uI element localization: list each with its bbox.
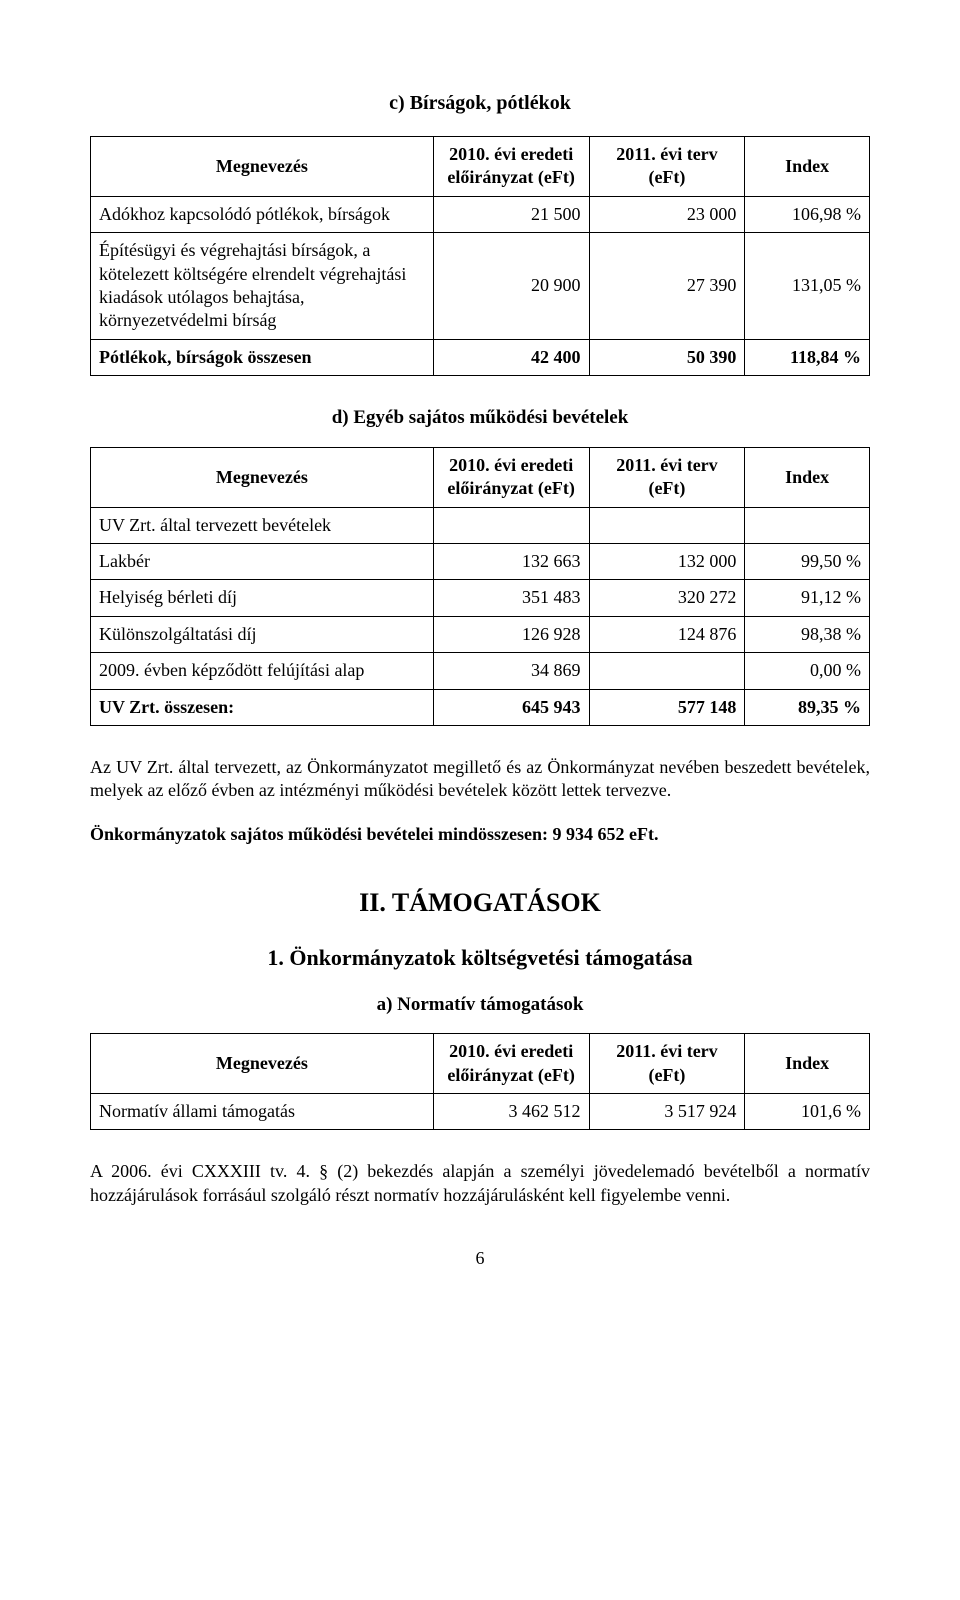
cell-v1: 3 462 512 bbox=[433, 1093, 589, 1129]
th-name: Megnevezés bbox=[91, 137, 434, 197]
paragraph-2: Önkormányzatok sajátos működési bevétele… bbox=[90, 823, 870, 846]
cell-idx bbox=[745, 507, 870, 543]
cell-name: UV Zrt. összesen: bbox=[91, 689, 434, 725]
cell-name: Adókhoz kapcsolódó pótlékok, bírságok bbox=[91, 196, 434, 232]
cell-idx: 118,84 % bbox=[745, 339, 870, 375]
cell-v2: 124 876 bbox=[589, 616, 745, 652]
table-row: Helyiség bérleti díj 351 483 320 272 91,… bbox=[91, 580, 870, 616]
cell-v2 bbox=[589, 653, 745, 689]
heading-d: d) Egyéb sajátos működési bevételek bbox=[90, 406, 870, 431]
cell-name: Pótlékok, bírságok összesen bbox=[91, 339, 434, 375]
table-d: Megnevezés 2010. évi eredeti előirányzat… bbox=[90, 447, 870, 726]
cell-v2: 320 272 bbox=[589, 580, 745, 616]
cell-idx: 98,38 % bbox=[745, 616, 870, 652]
cell-idx: 106,98 % bbox=[745, 196, 870, 232]
cell-idx: 0,00 % bbox=[745, 653, 870, 689]
th-name: Megnevezés bbox=[91, 447, 434, 507]
table-row: Különszolgáltatási díj 126 928 124 876 9… bbox=[91, 616, 870, 652]
cell-idx: 91,12 % bbox=[745, 580, 870, 616]
heading-II-1-a: a) Normatív támogatások bbox=[90, 993, 870, 1018]
cell-name: Különszolgáltatási díj bbox=[91, 616, 434, 652]
th-col4: Index bbox=[745, 1034, 870, 1094]
table-row: UV Zrt. által tervezett bevételek bbox=[91, 507, 870, 543]
table-row: Pótlékok, bírságok összesen 42 400 50 39… bbox=[91, 339, 870, 375]
paragraph-3: A 2006. évi CXXXIII tv. 4. § (2) bekezdé… bbox=[90, 1160, 870, 1207]
cell-v2: 3 517 924 bbox=[589, 1093, 745, 1129]
cell-name: Lakbér bbox=[91, 543, 434, 579]
th-col3: 2011. évi terv (eFt) bbox=[589, 1034, 745, 1094]
cell-v1 bbox=[433, 507, 589, 543]
cell-v1: 645 943 bbox=[433, 689, 589, 725]
table-c: Megnevezés 2010. évi eredeti előirányzat… bbox=[90, 136, 870, 376]
cell-v2: 50 390 bbox=[589, 339, 745, 375]
th-col3: 2011. évi terv (eFt) bbox=[589, 447, 745, 507]
th-col4: Index bbox=[745, 447, 870, 507]
th-name: Megnevezés bbox=[91, 1034, 434, 1094]
table-row: UV Zrt. összesen: 645 943 577 148 89,35 … bbox=[91, 689, 870, 725]
cell-v2 bbox=[589, 507, 745, 543]
cell-name: Normatív állami támogatás bbox=[91, 1093, 434, 1129]
cell-v1: 351 483 bbox=[433, 580, 589, 616]
cell-v2: 577 148 bbox=[589, 689, 745, 725]
cell-idx: 99,50 % bbox=[745, 543, 870, 579]
table-row: Normatív állami támogatás 3 462 512 3 51… bbox=[91, 1093, 870, 1129]
cell-v1: 132 663 bbox=[433, 543, 589, 579]
paragraph-1: Az UV Zrt. által tervezett, az Önkormány… bbox=[90, 756, 870, 803]
th-col4: Index bbox=[745, 137, 870, 197]
table-row: Adókhoz kapcsolódó pótlékok, bírságok 21… bbox=[91, 196, 870, 232]
heading-c: c) Bírságok, pótlékok bbox=[90, 90, 870, 116]
cell-v1: 34 869 bbox=[433, 653, 589, 689]
th-col3: 2011. évi terv (eFt) bbox=[589, 137, 745, 197]
table-a: Megnevezés 2010. évi eredeti előirányzat… bbox=[90, 1033, 870, 1130]
cell-idx: 101,6 % bbox=[745, 1093, 870, 1129]
cell-name: Építésügyi és végrehajtási bírságok, a k… bbox=[91, 233, 434, 340]
cell-v1: 21 500 bbox=[433, 196, 589, 232]
th-col2: 2010. évi eredeti előirányzat (eFt) bbox=[433, 447, 589, 507]
cell-v2: 132 000 bbox=[589, 543, 745, 579]
cell-v1: 126 928 bbox=[433, 616, 589, 652]
th-col2: 2010. évi eredeti előirányzat (eFt) bbox=[433, 137, 589, 197]
heading-II: II. TÁMOGATÁSOK bbox=[90, 886, 870, 920]
cell-name: UV Zrt. által tervezett bevételek bbox=[91, 507, 434, 543]
table-row: 2009. évben képződött felújítási alap 34… bbox=[91, 653, 870, 689]
page-number: 6 bbox=[90, 1247, 870, 1270]
heading-II-1: 1. Önkormányzatok költségvetési támogatá… bbox=[90, 944, 870, 973]
cell-idx: 89,35 % bbox=[745, 689, 870, 725]
cell-idx: 131,05 % bbox=[745, 233, 870, 340]
cell-v1: 20 900 bbox=[433, 233, 589, 340]
th-col2: 2010. évi eredeti előirányzat (eFt) bbox=[433, 1034, 589, 1094]
table-row: Lakbér 132 663 132 000 99,50 % bbox=[91, 543, 870, 579]
cell-v2: 27 390 bbox=[589, 233, 745, 340]
table-row: Építésügyi és végrehajtási bírságok, a k… bbox=[91, 233, 870, 340]
cell-v1: 42 400 bbox=[433, 339, 589, 375]
cell-name: Helyiség bérleti díj bbox=[91, 580, 434, 616]
cell-v2: 23 000 bbox=[589, 196, 745, 232]
cell-name: 2009. évben képződött felújítási alap bbox=[91, 653, 434, 689]
